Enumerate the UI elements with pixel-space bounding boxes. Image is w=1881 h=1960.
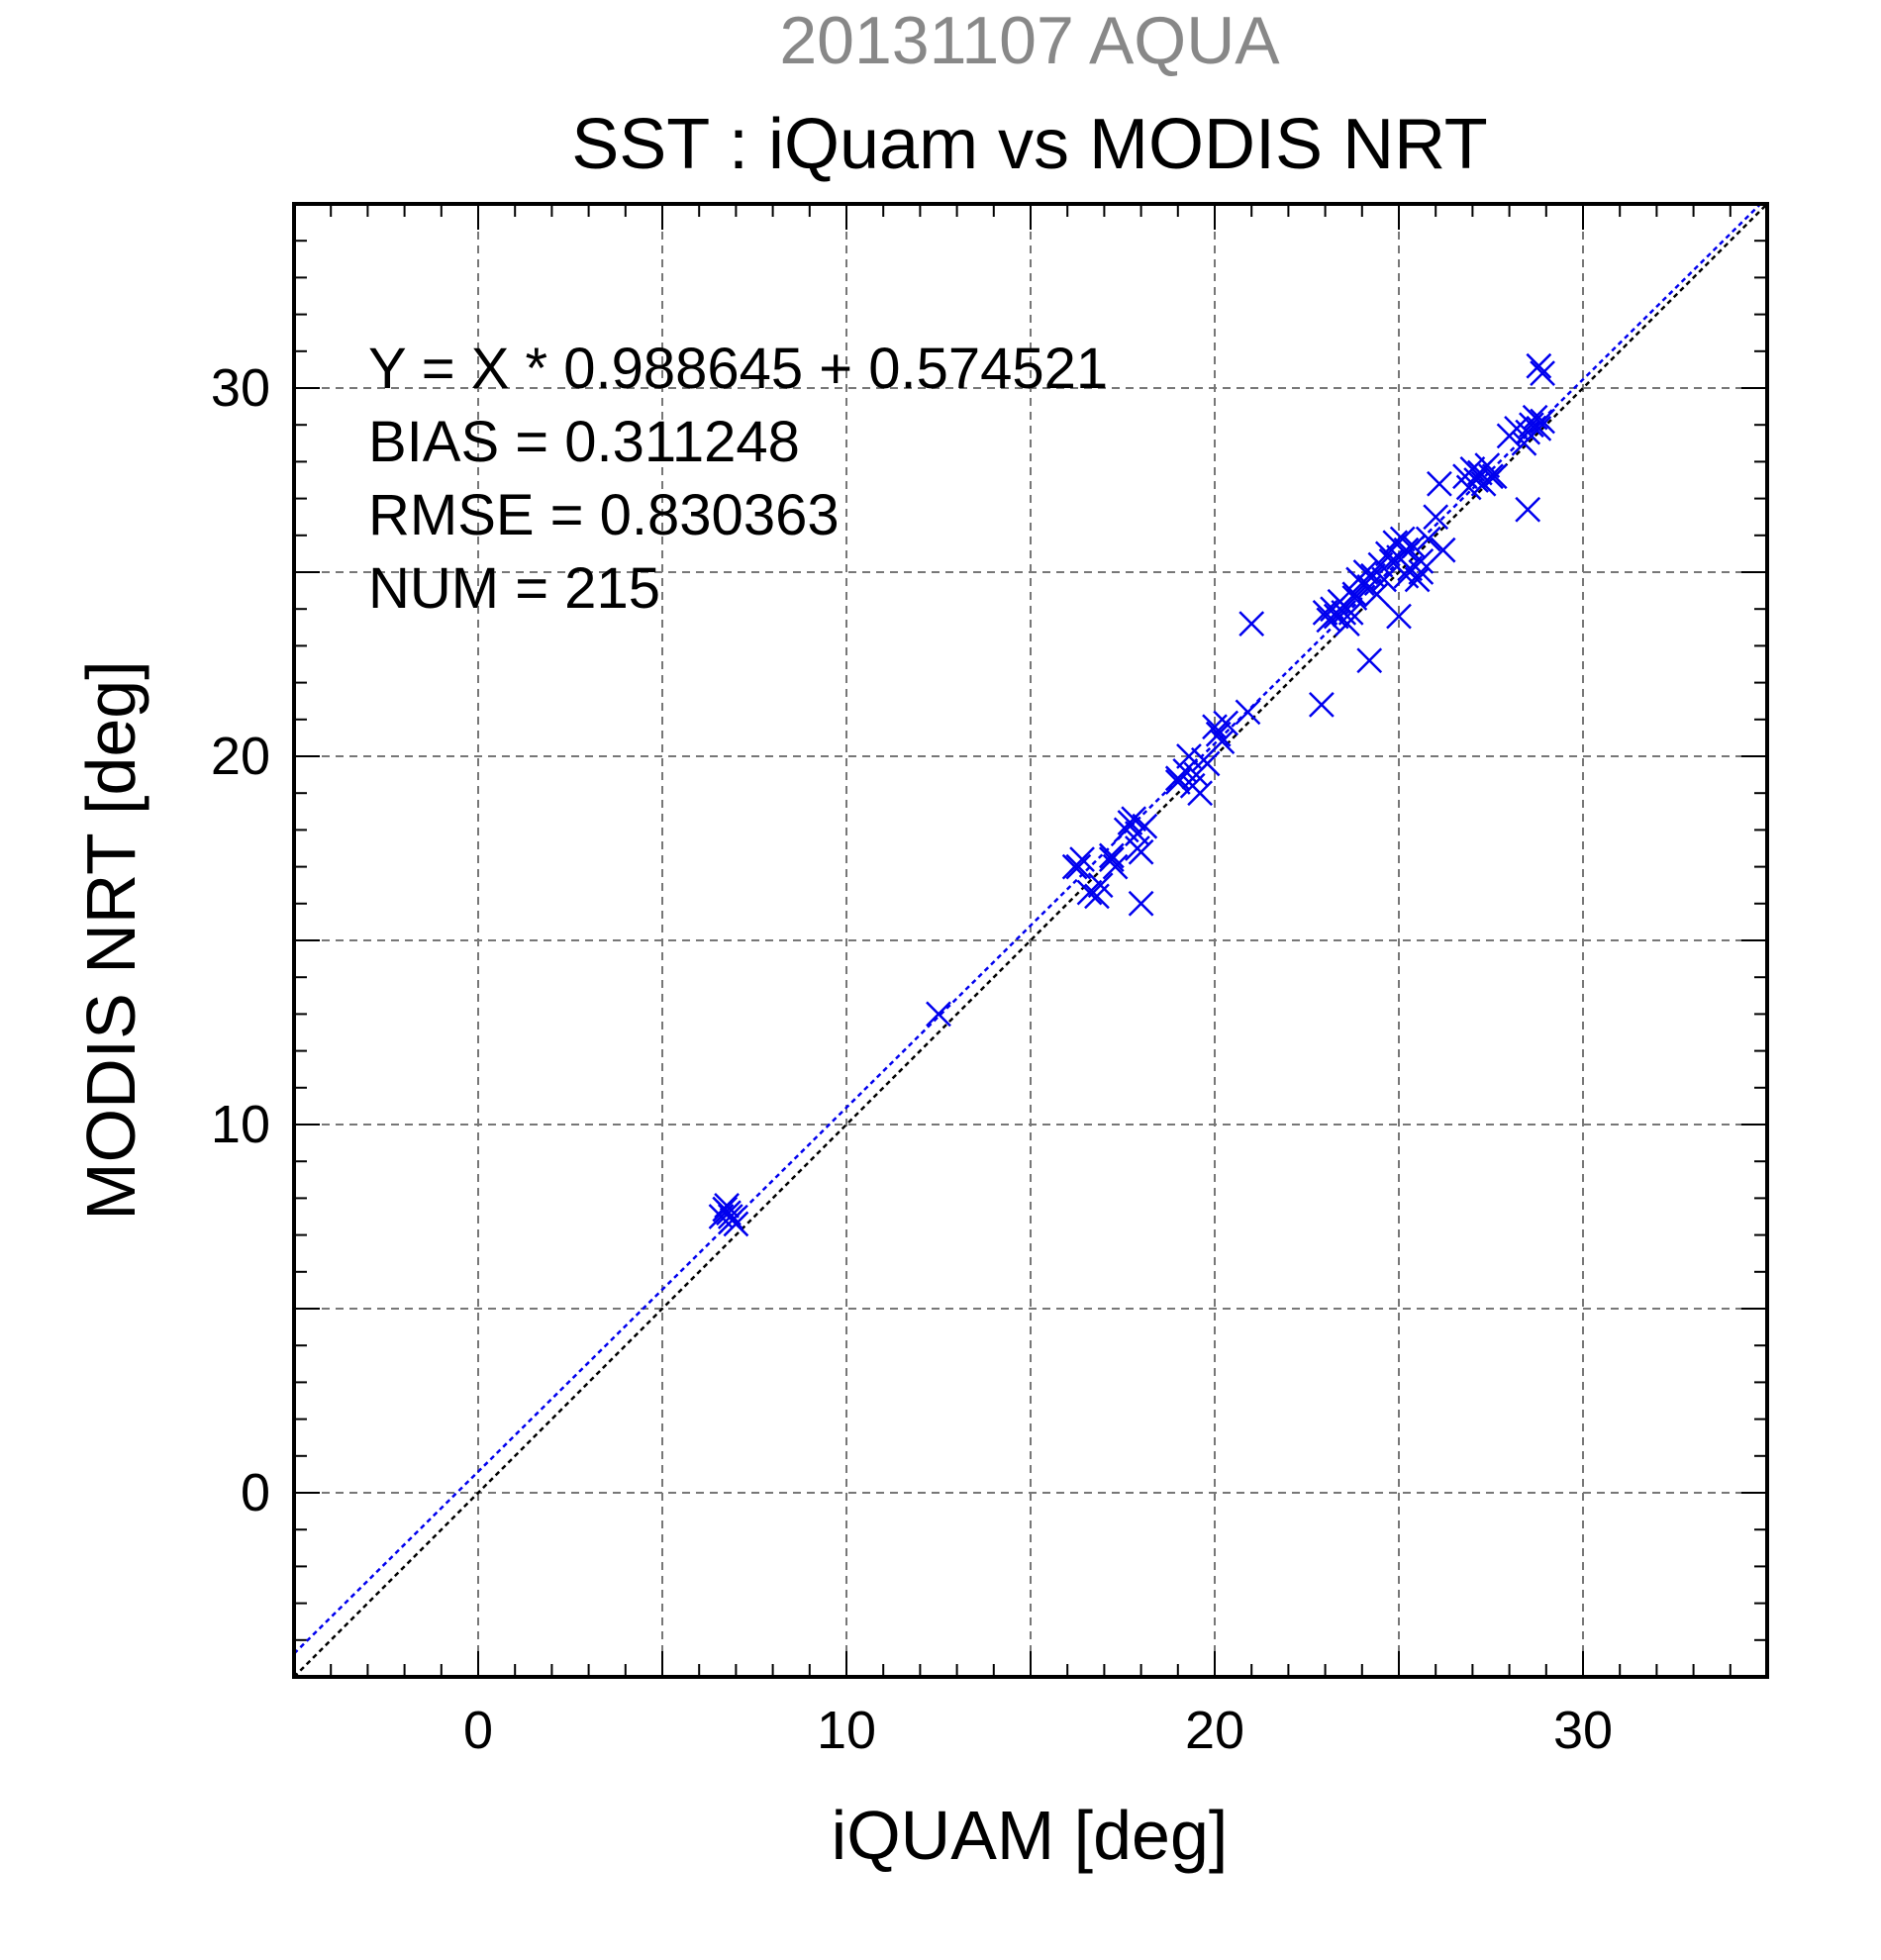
stats-rmse: RMSE = 0.830363: [368, 483, 840, 547]
regression-line: [294, 204, 1763, 1655]
data-point-marker: [1371, 566, 1398, 593]
data-point-marker: [1308, 692, 1335, 718]
data-point-marker: [1393, 562, 1420, 589]
chart-suptitle: 20131107 AQUA: [779, 3, 1280, 78]
x-tick-label: 10: [817, 1701, 876, 1760]
y-tick-label: 10: [211, 1095, 270, 1154]
y-axis-label: MODIS NRT [deg]: [72, 660, 149, 1220]
data-point-marker: [1065, 853, 1092, 880]
chart-title: SST : iQuam vs MODIS NRT: [571, 105, 1488, 184]
data-point-marker: [1069, 846, 1095, 873]
data-point-marker: [1526, 416, 1552, 441]
data-point-marker: [1235, 699, 1261, 726]
plot-frame: [292, 202, 1769, 1679]
y-tick-label: 30: [211, 358, 270, 418]
data-point-marker: [1400, 534, 1427, 559]
x-tick-labels: 0 10 20 30: [463, 1701, 1613, 1760]
data-point-marker: [1382, 530, 1409, 556]
x-tick-label: 0: [463, 1701, 493, 1760]
stats-num: NUM = 215: [368, 556, 660, 621]
data-point-marker: [926, 1001, 951, 1028]
data-point-marker: [1515, 496, 1541, 523]
data-point-marker: [1415, 526, 1441, 552]
data-point-marker: [1176, 743, 1202, 769]
x-tick-label: 30: [1553, 1701, 1613, 1760]
y-tick-labels: 0 10 20 30: [211, 358, 270, 1522]
data-point-marker: [1386, 603, 1412, 630]
minor-ticks: [294, 204, 1767, 1677]
data-point-marker: [1427, 470, 1452, 497]
data-point-marker: [1194, 750, 1221, 777]
stats-annotation: Y = X * 0.988645 + 0.574521 BIAS = 0.311…: [368, 337, 1108, 621]
data-point-marker: [716, 1200, 742, 1226]
data-point-marker: [1076, 879, 1103, 906]
data-point-marker: [1128, 890, 1154, 917]
data-point-marker: [1530, 360, 1555, 387]
stats-fit-equation: Y = X * 0.988645 + 0.574521: [368, 337, 1108, 401]
y-tick-label: 20: [211, 727, 270, 786]
x-axis-label: iQUAM [deg]: [832, 1797, 1229, 1874]
data-point-marker: [1213, 710, 1239, 736]
data-point-marker: [1132, 813, 1158, 839]
data-point-marker: [1164, 765, 1191, 792]
data-point-marker: [1478, 463, 1504, 490]
data-point-marker: [1526, 352, 1552, 379]
data-point-marker: [1124, 835, 1150, 861]
data-point-marker: [1102, 853, 1129, 880]
data-point-marker: [1341, 585, 1368, 611]
data-point-marker: [1530, 408, 1555, 435]
data-point-marker: [1423, 504, 1449, 531]
stats-bias: BIAS = 0.311248: [368, 410, 800, 474]
data-point-marker: [1087, 872, 1114, 899]
data-point-marker: [1363, 581, 1390, 608]
data-points: [708, 352, 1555, 1237]
x-tick-label: 20: [1185, 1701, 1244, 1760]
data-point-marker: [1430, 537, 1456, 563]
y-tick-label: 0: [241, 1463, 270, 1522]
data-point-marker: [1352, 559, 1379, 585]
data-point-marker: [1205, 721, 1232, 747]
data-point-marker: [1238, 611, 1265, 637]
data-point-marker: [1408, 559, 1435, 585]
data-point-marker: [1121, 806, 1147, 833]
data-point-marker: [1187, 780, 1214, 807]
grid-lines: [294, 204, 1767, 1677]
data-point-marker: [717, 1204, 743, 1229]
data-point-marker: [723, 1211, 749, 1237]
data-point-marker: [1098, 846, 1125, 873]
data-point-marker: [1164, 769, 1191, 795]
data-point-marker: [1331, 600, 1357, 626]
data-point-marker: [1481, 463, 1508, 490]
reference-lines: [294, 204, 1767, 1677]
data-point-marker: [1356, 647, 1383, 674]
